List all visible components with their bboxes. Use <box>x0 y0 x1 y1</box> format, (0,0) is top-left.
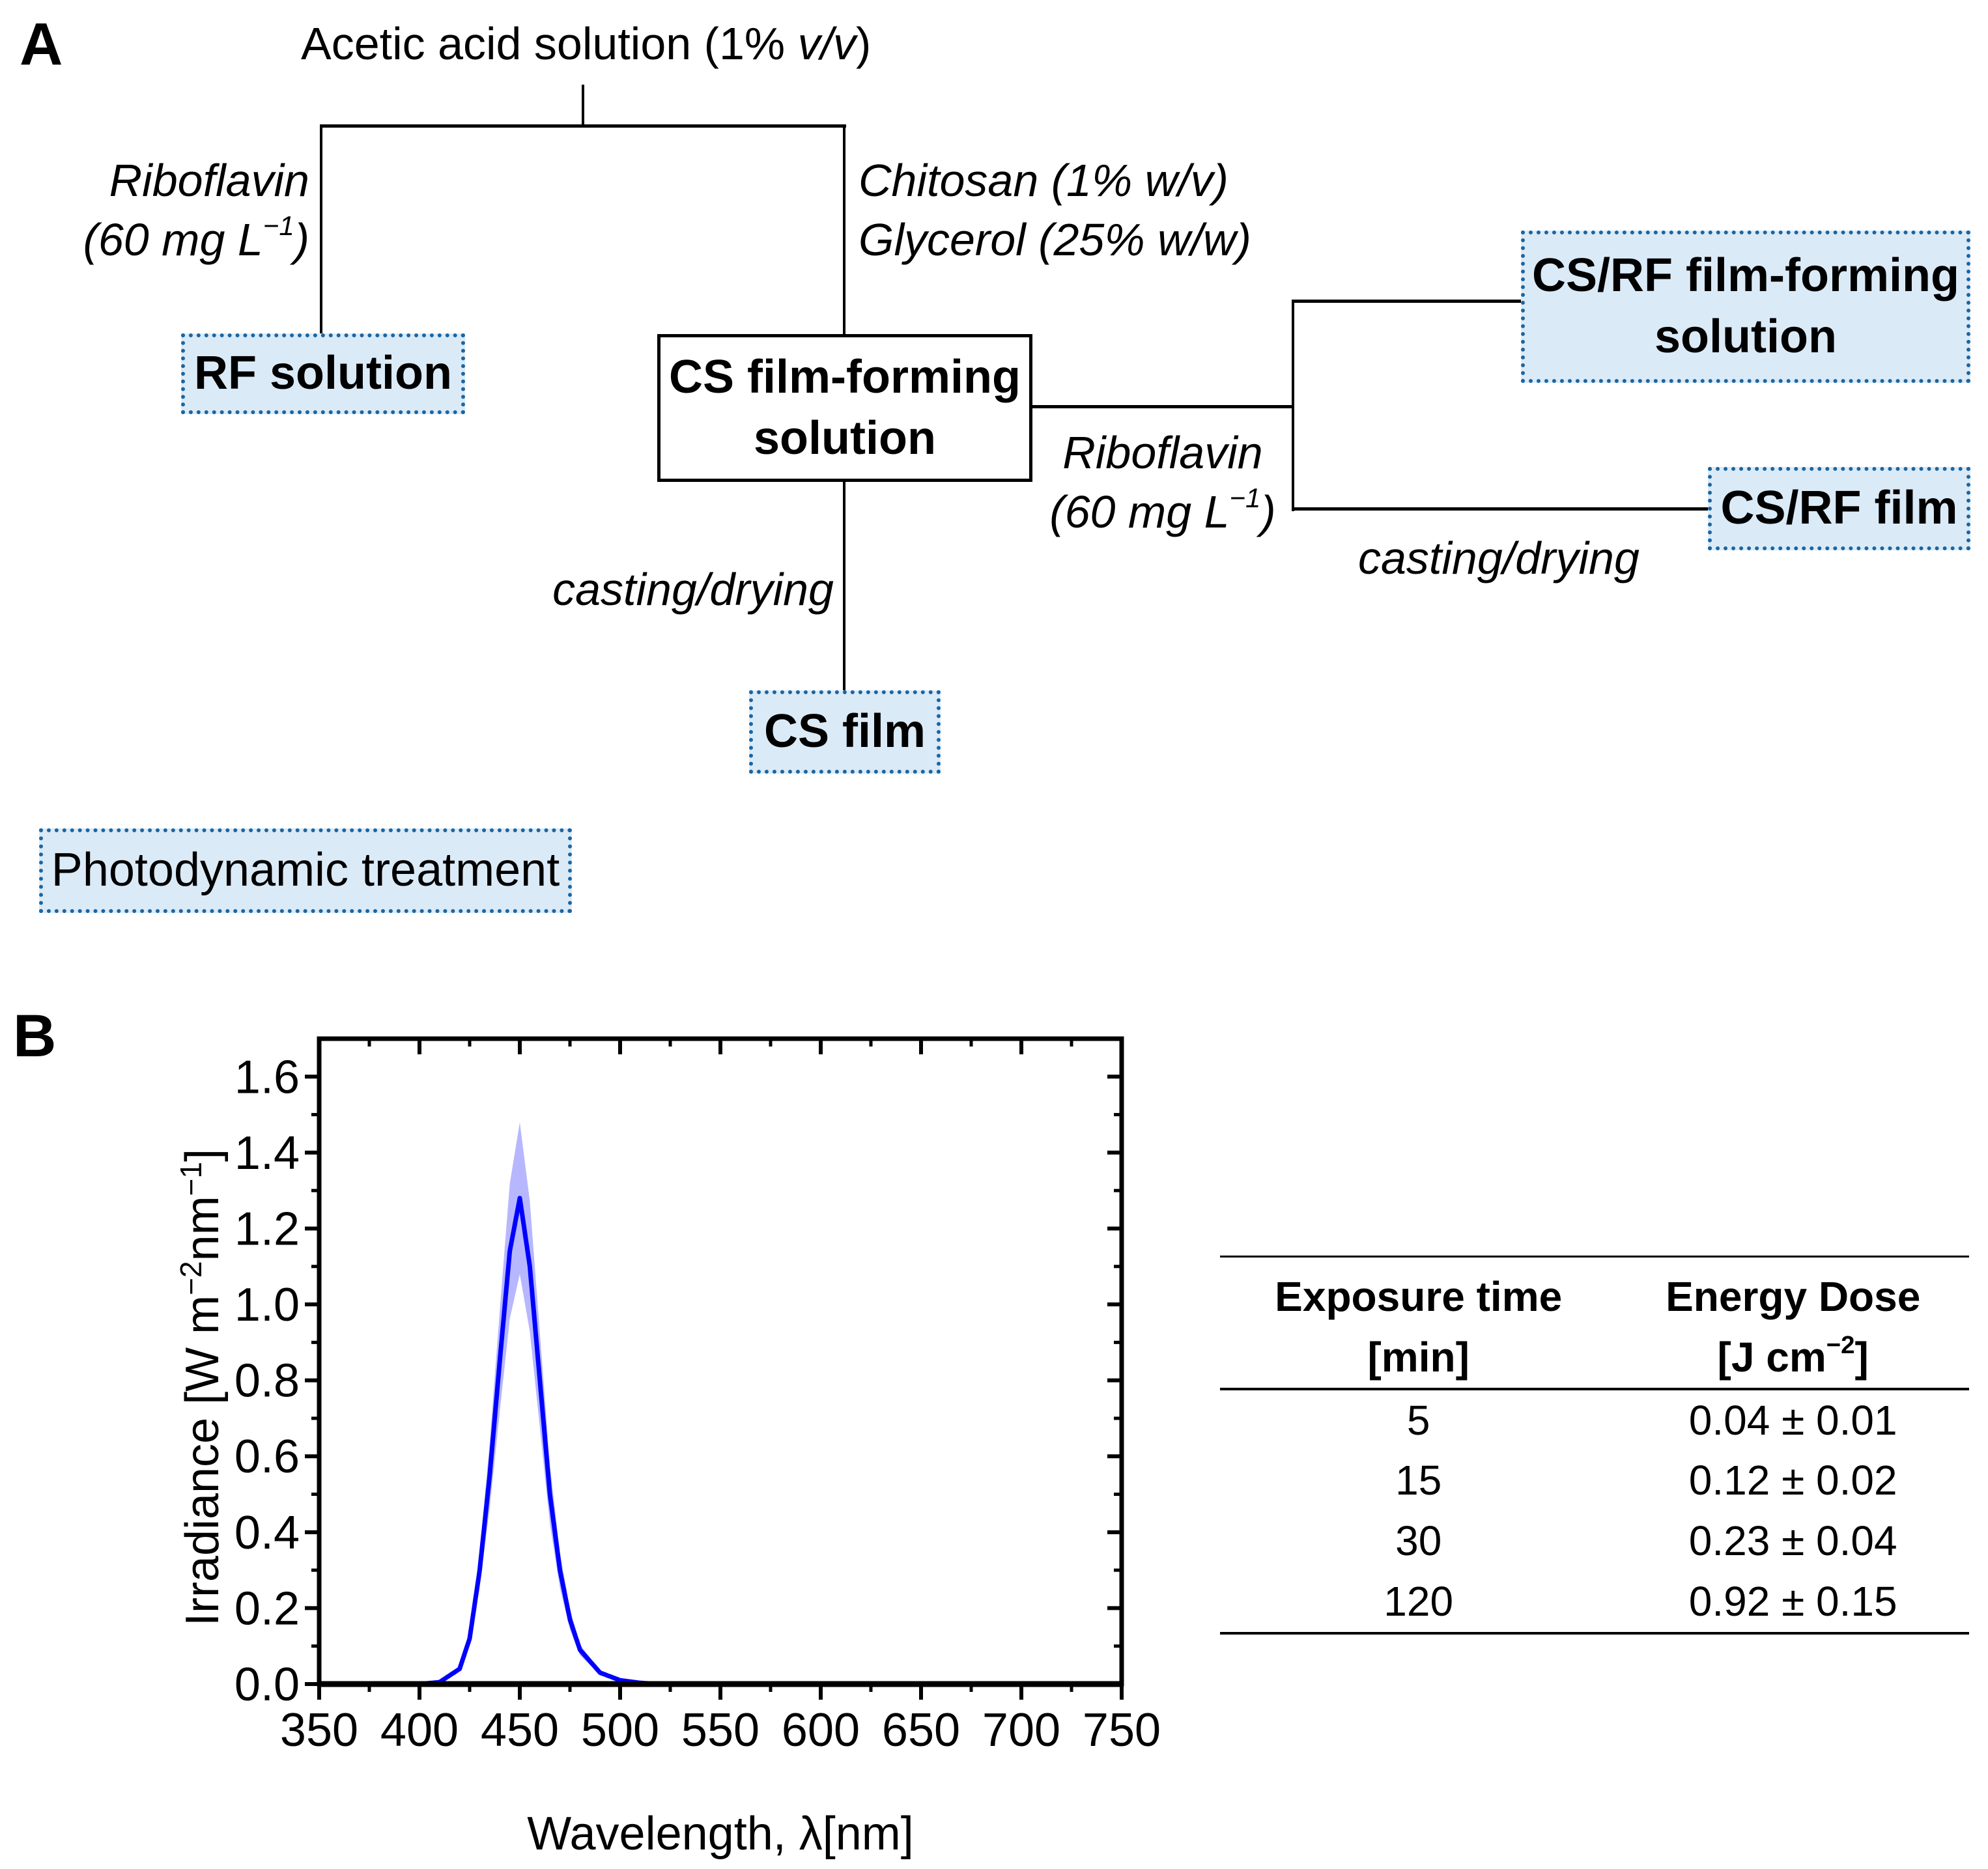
csrf-ffs-line2: solution <box>1654 311 1837 363</box>
left-branch-line2: (60 mg L−1) <box>83 210 309 265</box>
x-tick-label: 750 <box>1083 1704 1161 1756</box>
right-branch-line2: Glycerol (25% w/w) <box>859 214 1251 265</box>
y-tick-label: 0.8 <box>234 1355 300 1407</box>
cell-exposure: 120 <box>1220 1571 1617 1635</box>
header-energy-unit: [J cm−2] <box>1617 1327 1969 1390</box>
left-branch-label: Riboflavin (60 mg L−1) <box>0 151 309 270</box>
cs-ffs-line1: CS film-forming <box>669 350 1021 403</box>
x-tick-label: 600 <box>782 1704 860 1756</box>
plot-frame <box>317 1036 1124 1687</box>
connector-root-horizontal <box>320 124 846 128</box>
x-tick-label: 550 <box>681 1704 760 1756</box>
table-row: 30 0.23 ± 0.04 <box>1220 1511 1969 1571</box>
y-tick-label: 1.6 <box>234 1051 300 1103</box>
table-row: 120 0.92 ± 0.15 <box>1220 1571 1969 1635</box>
cell-exposure: 5 <box>1406 1396 1430 1444</box>
csrf-ffs-line1: CS/RF film-forming <box>1532 249 1959 302</box>
cs-casting-label: casting/drying <box>552 564 834 615</box>
connector-left-vertical <box>320 124 322 334</box>
csrf-film-forming-solution-box: CS/RF film-forming solution <box>1521 231 1970 383</box>
cell-dose: 0.04 ± 0.01 <box>1688 1396 1897 1444</box>
x-tick-label: 700 <box>982 1704 1060 1756</box>
y-tick-label: 1.0 <box>234 1279 300 1331</box>
rf-addition-line2: (60 mg L−1) <box>1049 483 1276 537</box>
x-tick-label: 350 <box>280 1704 358 1756</box>
table-row: 15 0.12 ± 0.02 <box>1220 1450 1969 1511</box>
right-branch-line1: Chitosan (1% w/v) <box>859 155 1228 206</box>
connector-rf-addition-horizontal <box>1032 405 1294 408</box>
cs-ffs-line2: solution <box>754 412 936 464</box>
cs-film-label: CS film <box>763 705 926 758</box>
table-row: 5 0.04 ± 0.01 <box>1220 1389 1969 1451</box>
right-branch-label: Chitosan (1% w/v) Glycerol (25% w/w) <box>859 151 1251 270</box>
cs-film-forming-solution-box: CS film-forming solution <box>657 334 1032 482</box>
cell-dose: 0.12 ± 0.02 <box>1688 1457 1897 1504</box>
root-acetic-acid-label: Acetic acid solution (1% v/v) <box>301 14 871 74</box>
x-tick-label: 650 <box>882 1704 960 1756</box>
cell-dose: 0.92 ± 0.15 <box>1617 1571 1969 1635</box>
table-header-row-1: Exposure time Energy Dose <box>1220 1255 1969 1327</box>
csrf-film-label: CS/RF film <box>1720 482 1958 535</box>
table-header-row-2: [min] [J cm−2] <box>1220 1327 1969 1390</box>
root-suffix: ) <box>856 18 872 69</box>
x-tick-label: 400 <box>380 1704 459 1756</box>
connector-csrf-film <box>1292 507 1709 511</box>
photodynamic-treatment-label: Photodynamic treatment <box>51 844 560 897</box>
cs-film-box: CS film <box>749 690 941 774</box>
connector-rf-split-vertical <box>1292 300 1294 511</box>
cell-exposure: 30 <box>1395 1517 1442 1565</box>
rf-addition-line1: Riboflavin <box>1062 427 1263 478</box>
energy-dose-table: Exposure time Energy Dose [min] [J cm−2]… <box>1220 1255 1969 1635</box>
connector-right-vertical <box>843 124 845 335</box>
std-deviation-band <box>339 1122 1122 1684</box>
y-tick-label: 0.6 <box>234 1431 300 1483</box>
connector-cs-casting <box>843 482 845 692</box>
panel-b-label: B <box>13 1003 57 1069</box>
x-axis-title: Wavelength, λ[nm] <box>527 1808 914 1860</box>
connector-root-stub <box>582 85 584 127</box>
csrf-casting-label: casting/drying <box>1358 533 1640 583</box>
y-tick-label: 1.2 <box>234 1203 300 1255</box>
y-tick-label: 0.2 <box>234 1582 300 1635</box>
root-italic: v/v <box>797 18 857 69</box>
y-tick-label: 0.4 <box>234 1507 300 1559</box>
rf-solution-label: RF solution <box>194 347 452 400</box>
y-tick-label: 1.4 <box>234 1127 300 1179</box>
header-exposure-unit: [min] <box>1220 1327 1617 1390</box>
panel-a-label: A <box>20 11 63 77</box>
x-tick-label: 500 <box>581 1704 659 1756</box>
root-prefix: Acetic acid solution (1% <box>301 18 798 69</box>
rf-addition-label: Riboflavin (60 mg L−1) <box>1042 423 1283 542</box>
left-branch-line1: Riboflavin <box>109 155 309 206</box>
cell-dose: 0.23 ± 0.04 <box>1688 1517 1897 1565</box>
mean-irradiance-line <box>337 1196 1123 1687</box>
y-tick-label: 0.0 <box>234 1659 300 1711</box>
rf-solution-box: RF solution <box>181 333 465 414</box>
connector-csrf-ffs <box>1292 300 1521 303</box>
photodynamic-treatment-legend: Photodynamic treatment <box>39 828 572 913</box>
header-exposure-time: Exposure time <box>1220 1255 1617 1327</box>
csrf-film-box: CS/RF film <box>1708 467 1970 550</box>
x-tick-label: 450 <box>481 1704 559 1756</box>
header-energy-dose: Energy Dose <box>1617 1255 1969 1327</box>
cell-exposure: 15 <box>1395 1457 1442 1504</box>
y-axis-title: Irradiance [W m−2nm−1] <box>174 1149 229 1626</box>
